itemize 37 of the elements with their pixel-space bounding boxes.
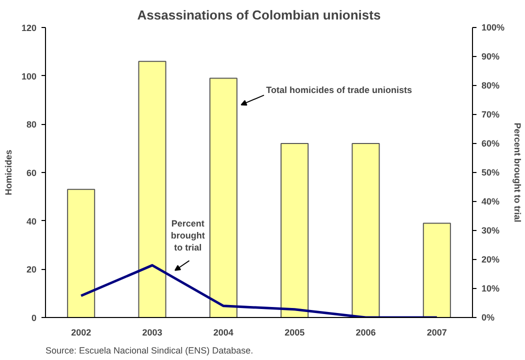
bar (209, 78, 238, 318)
y2-tick-label: 60% (482, 138, 500, 148)
y-axis-title: Homicides (3, 150, 14, 196)
y-tick-label: 20 (26, 264, 37, 275)
bar (67, 188, 96, 318)
y2-tick-label: 90% (482, 52, 500, 62)
x-tick-label: 2002 (71, 328, 92, 338)
y-tick-label: 60 (26, 168, 37, 178)
bar (138, 60, 166, 318)
bar (352, 143, 380, 318)
text: Percent brought to trial (170, 218, 205, 252)
y-tick-label: 120 (21, 23, 37, 33)
x-tick-label: 2007 (426, 328, 447, 338)
bar (280, 143, 309, 318)
y2-tick-label: 10% (482, 284, 500, 294)
y-tick-label: 100 (21, 71, 37, 82)
chart-title: Assassinations of Colombian unionists (137, 8, 381, 22)
y2-tick-label: 0% (482, 312, 495, 322)
y2-tick-label: 70% (482, 110, 500, 120)
x-tick-label: 2004 (213, 328, 234, 338)
x-tick-label: 2005 (284, 328, 305, 338)
source-note: Source: Escuela Nacional Sindical (ENS) Database. (46, 346, 254, 356)
y-tick-label: 40 (26, 216, 37, 226)
y2-tick-label: 40% (482, 196, 500, 206)
y2-tick-label: 100% (482, 22, 505, 32)
y2-axis-title: Percent brought to trial (512, 122, 523, 222)
x-tick-label: 2003 (142, 328, 162, 338)
y-tick-label: 80 (26, 120, 37, 130)
line-series (80, 264, 438, 318)
y-tick-label: 0 (31, 313, 37, 323)
bar (422, 222, 451, 318)
y2-tick-label: 20% (482, 254, 500, 264)
y2-tick-label: 50% (482, 168, 500, 178)
x-tick-label: 2006 (356, 328, 376, 338)
y2-tick-label: 30% (482, 226, 500, 236)
text: Total homicides of trade unionists (266, 85, 412, 96)
y2-tick-label: 80% (482, 80, 500, 90)
